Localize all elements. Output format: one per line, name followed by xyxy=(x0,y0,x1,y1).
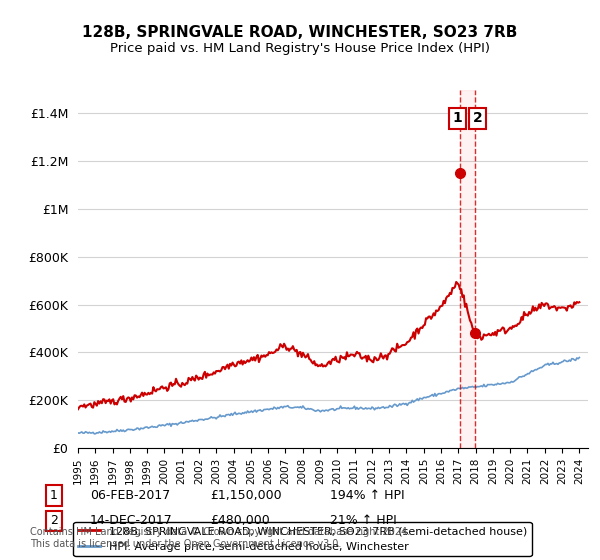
Text: 128B, SPRINGVALE ROAD, WINCHESTER, SO23 7RB: 128B, SPRINGVALE ROAD, WINCHESTER, SO23 … xyxy=(82,25,518,40)
Text: 194% ↑ HPI: 194% ↑ HPI xyxy=(330,489,404,502)
Text: 1: 1 xyxy=(50,489,58,502)
Text: 2: 2 xyxy=(472,111,482,125)
Legend: 128B, SPRINGVALE ROAD, WINCHESTER, SO23 7RB (semi-detached house), HPI: Average : 128B, SPRINGVALE ROAD, WINCHESTER, SO23 … xyxy=(73,522,532,556)
Text: Price paid vs. HM Land Registry's House Price Index (HPI): Price paid vs. HM Land Registry's House … xyxy=(110,42,490,55)
Text: £480,000: £480,000 xyxy=(210,514,270,528)
Bar xyxy=(460,90,475,448)
Text: 1: 1 xyxy=(452,111,462,125)
Text: £1,150,000: £1,150,000 xyxy=(210,489,281,502)
Text: 2: 2 xyxy=(50,514,58,528)
Text: 14-DEC-2017: 14-DEC-2017 xyxy=(90,514,173,528)
Text: Contains HM Land Registry data © Crown copyright and database right 2024.
This d: Contains HM Land Registry data © Crown c… xyxy=(30,527,410,549)
Text: 21% ↑ HPI: 21% ↑ HPI xyxy=(330,514,397,528)
Text: 06-FEB-2017: 06-FEB-2017 xyxy=(90,489,170,502)
